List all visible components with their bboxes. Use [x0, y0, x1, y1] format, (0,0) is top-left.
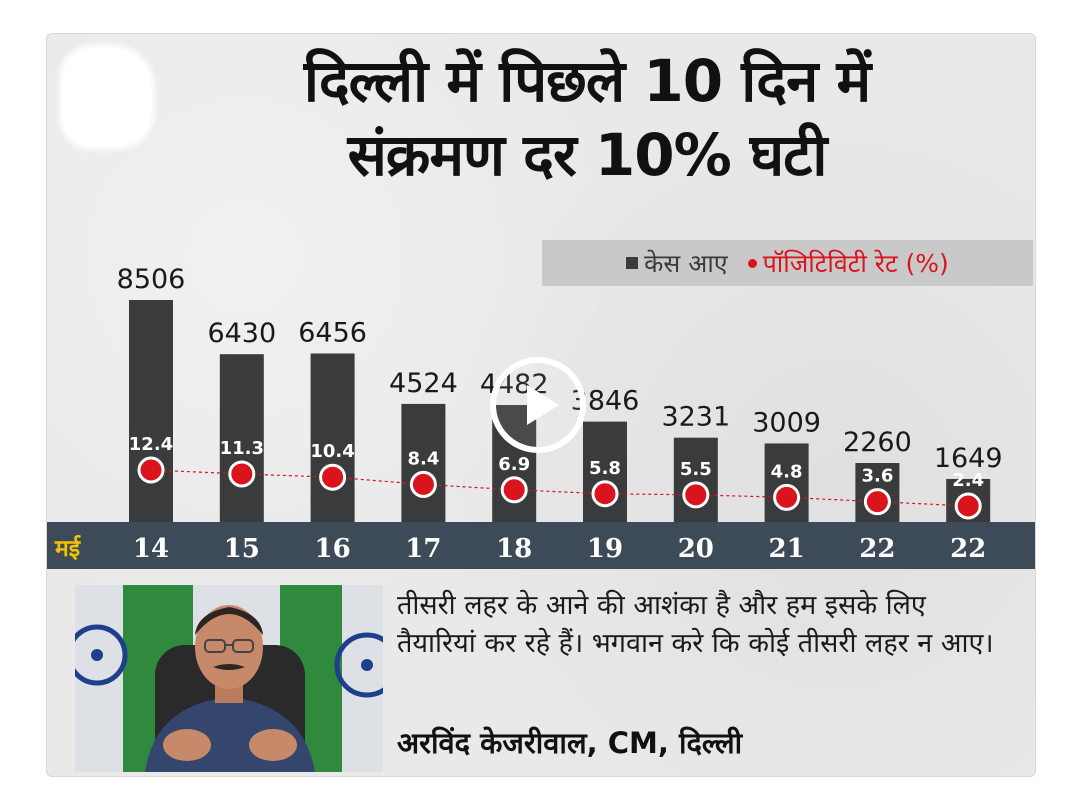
headline-line-1: दिल्ली में पिछले 10 दिन में: [303, 47, 871, 115]
x-tick-label: 22: [859, 534, 895, 564]
bar-value-label: 3231: [661, 402, 730, 433]
x-tick-label: 20: [678, 534, 714, 564]
legend-swatch-square: [626, 257, 639, 269]
rate-dot: [682, 481, 710, 509]
quote-text: तीसरी लहर के आने की आशंका है और हम इसके …: [397, 590, 994, 659]
bar: [219, 354, 264, 522]
rate-value-label: 11.3: [220, 438, 264, 459]
rate-value-label: 8.4: [407, 448, 439, 469]
rate-value-label: 5.8: [589, 458, 621, 479]
photo-illustration: [75, 585, 383, 772]
legend-label-cases: केस आए: [644, 249, 728, 278]
x-axis-band: [47, 522, 1035, 569]
x-tick-label: 14: [133, 534, 169, 564]
rate-dot: [137, 456, 165, 484]
quote-author: अरविंद केजरीवाल, CM, दिल्ली: [397, 726, 743, 760]
rate-value-label: 2.4: [952, 470, 984, 491]
x-tick-label: 17: [405, 534, 441, 564]
rate-dot: [591, 480, 619, 508]
bar: [129, 300, 173, 522]
headline-line-2: संक्रमण दर 10% घटी: [347, 121, 828, 189]
bar-value-label: 3009: [752, 407, 821, 438]
rate-dot: [319, 463, 347, 491]
bar: [310, 353, 355, 522]
bar-value-label: 6430: [207, 318, 276, 349]
x-tick-label: 22: [950, 534, 986, 564]
bar-value-label: 6456: [298, 318, 367, 349]
x-tick-label: 19: [587, 534, 623, 564]
rate-value-label: 4.8: [771, 461, 803, 482]
legend-item-rate: पॉजिटिविटी रेट (%): [747, 246, 949, 280]
rate-dot: [409, 470, 437, 498]
bar-value-label: 1649: [934, 443, 1003, 474]
rate-dot: [863, 488, 891, 516]
rate-value-label: 12.4: [129, 434, 173, 455]
rate-value-label: 6.9: [498, 454, 530, 475]
x-tick-label: 21: [769, 534, 805, 564]
rate-dot: [954, 492, 982, 520]
bar-value-label: 8506: [117, 264, 186, 295]
rate-dot: [500, 476, 528, 504]
x-tick-label: 18: [496, 534, 532, 564]
bar-value-label: 2260: [843, 427, 912, 458]
rate-dot: [228, 460, 256, 488]
legend-swatch-dot: [747, 258, 757, 268]
x-tick-label: 16: [315, 534, 351, 564]
video-play-button[interactable]: [490, 357, 586, 453]
rate-value-label: 3.6: [861, 466, 893, 487]
bar-chart: मई85061464301564561645241744821838461932…: [47, 264, 1035, 569]
legend-label-rate: पॉजिटिविटी रेट (%): [762, 249, 949, 278]
x-tick-label: 15: [224, 534, 260, 564]
rate-trend-line: [150, 469, 969, 507]
quote-section: तीसरी लहर के आने की आशंका है और हम इसके …: [75, 585, 1005, 773]
rate-dot: [773, 483, 801, 511]
legend-item-cases: केस आए: [626, 246, 728, 280]
bar-value-label: 4524: [389, 368, 458, 399]
cm-photo: [75, 585, 383, 772]
play-icon: [526, 385, 559, 425]
rate-value-label: 10.4: [310, 441, 354, 462]
headline: दिल्ली में पिछले 10 दिन में संक्रमण दर 1…: [157, 44, 1017, 192]
logo-blob: [63, 48, 151, 146]
rate-value-label: 5.5: [680, 459, 712, 480]
x-axis-month-label: मई: [54, 534, 82, 562]
bar: [401, 403, 446, 522]
chart-legend: केस आए पॉजिटिविटी रेट (%): [542, 240, 1033, 286]
